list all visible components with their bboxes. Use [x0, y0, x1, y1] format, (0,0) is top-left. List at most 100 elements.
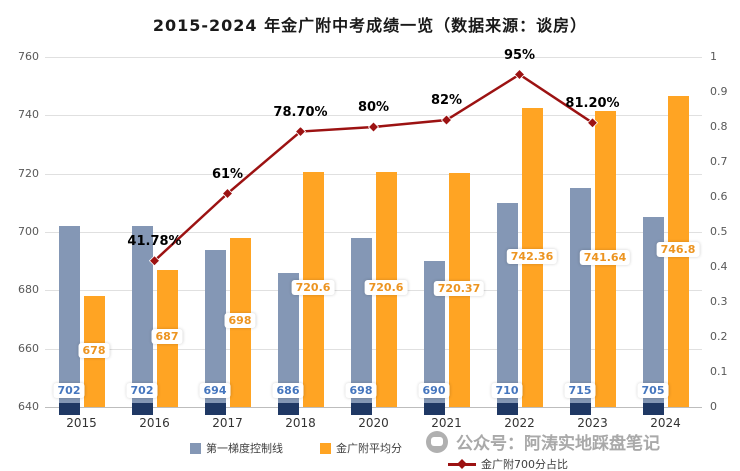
percentage-label: 41.78% [127, 233, 182, 249]
control-line-value-label: 715 [564, 383, 596, 398]
percentage-line [148, 68, 599, 267]
bar-control-line [569, 188, 591, 407]
chart-title: 2015-2024 年金广附中考成绩一览（数据来源：谈房） [152, 16, 588, 35]
gridline [45, 115, 702, 117]
bar-control-line [423, 261, 445, 407]
watermark-text: 公众号：阿涛实地踩盘笔记 [456, 434, 660, 454]
x-axis-label: 2018 [285, 416, 316, 430]
legend-swatch-control [190, 442, 201, 454]
line-marker [148, 255, 161, 267]
line-marker [586, 117, 599, 129]
bar-base [642, 403, 664, 415]
average-value-label: 720.6 [364, 280, 408, 296]
y-axis-label: 740 [18, 108, 39, 122]
legend-label-percentage: 金广附700分占比 [481, 458, 568, 471]
gridline [45, 57, 702, 58]
x-axis-label: 2016 [139, 416, 170, 430]
wechat-icon [426, 430, 448, 453]
y-axis-label: 720 [18, 166, 39, 180]
y2-axis-label: 0.8 [710, 120, 728, 133]
line-marker [367, 121, 380, 133]
y-axis-label: 660 [18, 341, 39, 355]
line-marker [294, 125, 307, 138]
bar-control-line [350, 237, 372, 407]
legend-label-average: 金广附平均分 [336, 442, 402, 455]
percentage-label: 81.20% [565, 95, 620, 111]
y-axis-label: 640 [18, 400, 39, 413]
control-line-value-label: 694 [199, 383, 231, 398]
watermark: 公众号：阿涛实地踩盘笔记 [426, 429, 660, 454]
bar-control-line [642, 217, 664, 407]
y2-axis-label: 0.5 [710, 225, 728, 238]
x-axis-label: 2021 [431, 416, 462, 430]
percentage-label: 82% [430, 93, 463, 108]
line-marker [513, 68, 526, 81]
average-value-label: 720.37 [433, 280, 485, 296]
line-marker [440, 114, 453, 126]
gridline [45, 407, 702, 408]
y-axis-label: 680 [18, 283, 39, 297]
y2-axis-label: 0 [710, 400, 717, 413]
y-axis-label: 700 [18, 225, 39, 238]
legend-item-control-line: 第一梯度控制线 [190, 440, 283, 456]
plot-area: 640 660 680 700 720 740 760 0 0.1 0.2 0.3 0.4 0.5 0.6… [18, 48, 728, 431]
percentage-label: 80% [357, 100, 390, 115]
control-line-value-label: 702 [53, 383, 85, 398]
control-line-value-label: 698 [345, 383, 377, 398]
gridline [45, 348, 702, 350]
average-value-label: 687 [151, 329, 183, 345]
bar-control-line [131, 226, 153, 407]
bar-base [131, 403, 153, 415]
bar-base [569, 403, 591, 415]
average-value-label: 678 [78, 342, 110, 358]
bar-control-line [277, 272, 299, 407]
bar-base [58, 403, 80, 415]
gridline [45, 232, 702, 233]
y-axis-label: 760 [18, 50, 39, 63]
percentage-label: 95% [503, 47, 536, 63]
bar-base [277, 403, 299, 415]
control-line-value-label: 686 [272, 383, 304, 398]
average-value-label: 698 [224, 313, 256, 329]
control-line-value-label: 705 [637, 383, 669, 398]
bar-control-line [204, 249, 226, 407]
legend-label-control-line: 第一梯度控制线 [206, 442, 283, 455]
y2-axis-label: 0.1 [710, 365, 728, 378]
control-line-value-label: 702 [126, 383, 158, 398]
legend-item-percentage: 金广附700分占比 [448, 456, 568, 471]
bar-base [423, 403, 445, 415]
x-axis-label: 2015 [66, 416, 97, 430]
line-marker [221, 187, 234, 200]
bar-base [204, 403, 226, 415]
legend-swatch-line [448, 459, 476, 469]
x-axis-label: 2020 [358, 416, 389, 430]
y2-axis-label: 0.6 [710, 190, 728, 203]
percentage-label: 78.70% [273, 104, 328, 120]
x-axis-label: 2024 [650, 416, 681, 430]
chat-bubble-icon [431, 436, 443, 446]
y2-axis-label: 0.7 [710, 155, 728, 168]
control-line-value-label: 710 [491, 383, 523, 398]
average-value-label: 720.6 [291, 280, 335, 296]
y2-axis-label: 0.9 [710, 85, 728, 98]
bar-control-line [58, 226, 80, 407]
y2-axis-label: 0.4 [710, 260, 728, 273]
y2-axis-label: 0.2 [710, 330, 728, 343]
x-axis-label: 2017 [212, 416, 243, 430]
x-axis-label: 2023 [577, 416, 608, 430]
average-value-label: 742.36 [506, 248, 558, 264]
y2-axis-label: 0.3 [710, 295, 728, 308]
y2-axis-label: 1 [710, 50, 717, 63]
x-axis-label: 2022 [504, 416, 535, 430]
gridline [45, 173, 702, 175]
average-value-label: 741.64 [579, 249, 631, 265]
control-line-value-label: 690 [418, 383, 450, 398]
legend-item-average: 金广附平均分 [320, 440, 402, 456]
bar-base [496, 403, 518, 415]
legend-swatch-average [320, 442, 331, 454]
bar-base [350, 403, 372, 415]
percentage-label: 61% [211, 166, 244, 182]
average-value-label: 746.8 [656, 242, 700, 258]
legend-swatch-line-diamond [457, 459, 467, 469]
